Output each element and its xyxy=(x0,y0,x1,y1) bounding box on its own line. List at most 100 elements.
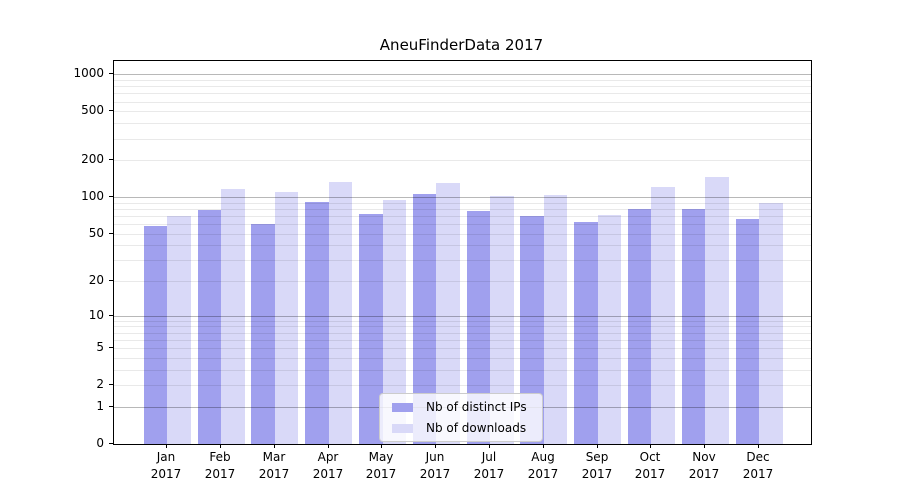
x-tick-mark-sep xyxy=(597,444,598,448)
y-tick-mark-500 xyxy=(109,110,113,111)
y-tick-label-1000: 1000 xyxy=(73,66,104,80)
x-tick-label-jan: Jan 2017 xyxy=(150,450,182,481)
gridline-minor-2 xyxy=(114,385,811,387)
y-tick-mark-5 xyxy=(109,347,113,348)
x-tick-label-dec: Dec 2017 xyxy=(742,450,774,481)
gridline-minor-200 xyxy=(114,160,811,162)
x-tick-mark-jul xyxy=(489,444,490,448)
legend-label-distinct-ips: Nb of distinct IPs xyxy=(426,400,527,414)
x-tick-label-jul: Jul 2017 xyxy=(473,450,505,481)
bar-jul-downloads xyxy=(490,196,514,444)
x-tick-mark-jun xyxy=(435,444,436,448)
bar-mar-ips xyxy=(251,224,275,444)
bar-sep-downloads xyxy=(597,214,622,444)
bar-feb-downloads xyxy=(221,189,245,444)
y-tick-mark-50 xyxy=(109,233,113,234)
y-tick-mark-10 xyxy=(109,315,113,316)
gridline-minor-9 xyxy=(114,320,811,322)
y-tick-mark-2 xyxy=(109,384,113,385)
x-tick-mark-nov xyxy=(704,444,705,448)
bar-jun-ips xyxy=(412,194,437,444)
x-tick-label-nov: Nov 2017 xyxy=(688,450,720,481)
y-tick-label-200: 200 xyxy=(81,152,104,166)
y-tick-mark-1000 xyxy=(109,73,113,74)
gridline-minor-800 xyxy=(114,86,811,88)
x-tick-mark-dec xyxy=(758,444,759,448)
bar-dec-ips xyxy=(735,219,759,444)
y-tick-mark-0 xyxy=(109,443,113,444)
bar-may-ips xyxy=(359,213,383,444)
y-tick-label-10: 10 xyxy=(88,308,104,322)
x-tick-mark-feb xyxy=(220,444,221,448)
y-tick-label-100: 100 xyxy=(81,189,104,203)
gridline-minor-8 xyxy=(114,326,811,328)
y-tick-label-5: 5 xyxy=(96,340,104,354)
x-tick-label-mar: Mar 2017 xyxy=(258,450,290,481)
plot-area xyxy=(113,60,812,445)
bar-oct-ips xyxy=(627,208,652,444)
y-tick-mark-1 xyxy=(109,406,113,407)
gridline-major-1000 xyxy=(114,74,811,76)
x-tick-mark-oct xyxy=(650,444,651,448)
legend-label-downloads: Nb of downloads xyxy=(426,421,527,435)
gridline-minor-7 xyxy=(114,332,811,334)
legend: Nb of distinct IPs Nb of downloads xyxy=(379,393,543,442)
y-tick-label-50: 50 xyxy=(88,226,104,240)
chart-title: AneuFinderData 2017 xyxy=(379,36,544,54)
legend-item-distinct-ips: Nb of distinct IPs xyxy=(392,400,534,414)
gridline-major-100 xyxy=(114,197,811,199)
bar-jan-ips xyxy=(143,225,168,444)
x-tick-label-feb: Feb 2017 xyxy=(204,450,236,481)
y-tick-mark-20 xyxy=(109,280,113,281)
x-tick-mark-may xyxy=(381,444,382,448)
bar-feb-ips xyxy=(197,210,222,444)
gridline-minor-20 xyxy=(114,281,811,283)
gridline-minor-70 xyxy=(114,215,811,217)
gridline-minor-30 xyxy=(114,260,811,262)
bar-jul-ips xyxy=(466,210,490,444)
gridline-minor-600 xyxy=(114,101,811,103)
gridline-minor-4 xyxy=(114,357,811,359)
bar-dec-downloads xyxy=(759,202,783,444)
gridline-minor-80 xyxy=(114,208,811,210)
x-tick-label-sep: Sep 2017 xyxy=(581,450,613,481)
gridline-minor-700 xyxy=(114,93,811,95)
bar-mar-downloads xyxy=(274,192,299,444)
x-tick-label-jun: Jun 2017 xyxy=(419,450,451,481)
x-tick-label-may: May 2017 xyxy=(365,450,397,481)
gridline-minor-6 xyxy=(114,339,811,341)
gridline-minor-60 xyxy=(114,224,811,226)
y-tick-label-2: 2 xyxy=(96,377,104,391)
bar-sep-ips xyxy=(574,222,598,444)
gridline-minor-50 xyxy=(114,233,811,235)
legend-swatch-distinct-ips xyxy=(392,402,413,412)
x-tick-label-apr: Apr 2017 xyxy=(312,450,344,481)
y-tick-label-1: 1 xyxy=(96,399,104,413)
gridline-minor-90 xyxy=(114,202,811,204)
bar-aug-downloads xyxy=(543,195,568,444)
x-tick-mark-apr xyxy=(328,444,329,448)
legend-swatch-downloads xyxy=(392,423,413,433)
legend-item-downloads: Nb of downloads xyxy=(392,421,534,435)
x-tick-mark-aug xyxy=(543,444,544,448)
y-tick-label-20: 20 xyxy=(88,273,104,287)
y-tick-label-500: 500 xyxy=(81,103,104,117)
gridline-minor-5 xyxy=(114,348,811,350)
y-tick-mark-100 xyxy=(109,196,113,197)
x-tick-mark-jan xyxy=(166,444,167,448)
bar-aug-ips xyxy=(520,215,544,444)
gridline-minor-300 xyxy=(114,138,811,140)
gridline-minor-40 xyxy=(114,245,811,247)
bar-apr-ips xyxy=(305,201,329,444)
gridline-minor-400 xyxy=(114,123,811,125)
bar-oct-downloads xyxy=(651,187,675,444)
x-tick-label-aug: Aug 2017 xyxy=(527,450,559,481)
bar-jan-downloads xyxy=(167,215,191,444)
x-tick-label-oct: Oct 2017 xyxy=(634,450,666,481)
y-tick-label-0: 0 xyxy=(96,436,104,450)
x-tick-mark-mar xyxy=(274,444,275,448)
bar-jun-downloads xyxy=(436,183,460,444)
gridline-minor-3 xyxy=(114,369,811,371)
bar-nov-downloads xyxy=(705,177,729,444)
